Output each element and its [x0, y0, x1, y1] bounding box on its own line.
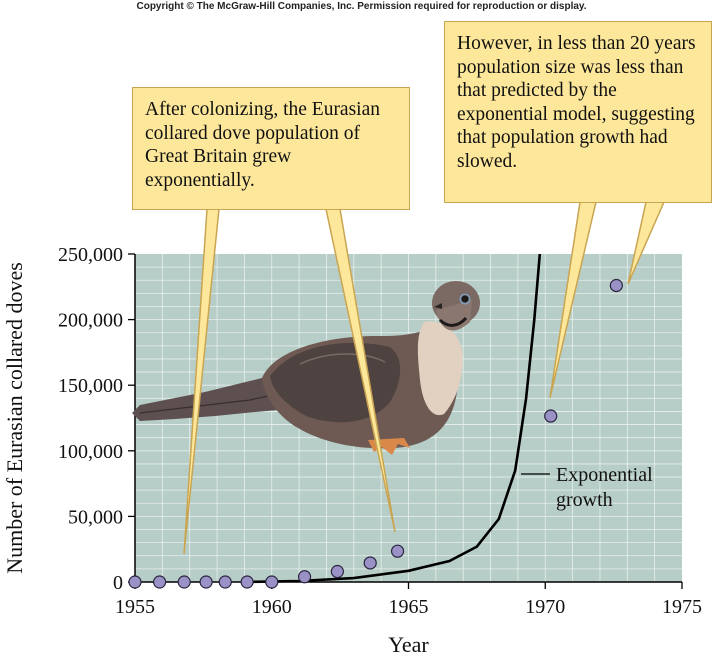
data-point	[218, 575, 232, 589]
y-tick-label: 150,000	[58, 375, 123, 397]
callout-slowed-growth: However, in less than 20 years populatio…	[444, 21, 712, 203]
data-point	[609, 278, 623, 293]
data-point	[390, 544, 405, 558]
data-point	[544, 409, 558, 423]
x-tick-label: 1955	[115, 596, 155, 618]
y-tick-label: 100,000	[58, 441, 123, 463]
annotation-line-1: Exponential	[556, 464, 653, 486]
dove-illustration	[132, 281, 480, 455]
data-point	[153, 575, 167, 589]
y-tick-label: 0	[113, 572, 123, 594]
dove-eye	[461, 295, 469, 303]
y-axis-title: Number of Eurasian collared doves	[2, 262, 27, 574]
y-tick-label: 250,000	[58, 244, 123, 266]
data-point	[177, 575, 191, 589]
dove-beak	[434, 303, 442, 309]
x-tick-label: 1970	[525, 596, 565, 618]
dove-wing-highlight	[299, 353, 386, 365]
data-point	[199, 575, 213, 589]
x-tick-label: 1975	[662, 596, 702, 618]
data-point	[363, 556, 377, 570]
exponential-growth-curve	[244, 253, 542, 584]
dove-eye-ring	[459, 293, 471, 305]
dove-collar	[438, 316, 468, 327]
data-point	[128, 575, 142, 589]
y-tick-label: 200,000	[58, 310, 123, 332]
data-point	[297, 570, 312, 584]
data-point	[330, 564, 344, 579]
callout-colonization: After colonizing, the Eurasian collared …	[132, 87, 410, 210]
annotation-line-2: growth	[556, 489, 613, 511]
dove-breast	[417, 321, 463, 416]
y-tick-label: 50,000	[68, 506, 123, 528]
curve-annotation: Exponential growth	[521, 464, 653, 511]
x-tick-label: 1960	[252, 596, 292, 618]
x-axis-title: Year	[388, 632, 429, 657]
data-point	[265, 575, 279, 589]
data-point	[240, 575, 254, 589]
copyright-notice: Copyright © The McGraw-Hill Companies, I…	[136, 1, 587, 12]
x-tick-label: 1965	[389, 596, 429, 618]
